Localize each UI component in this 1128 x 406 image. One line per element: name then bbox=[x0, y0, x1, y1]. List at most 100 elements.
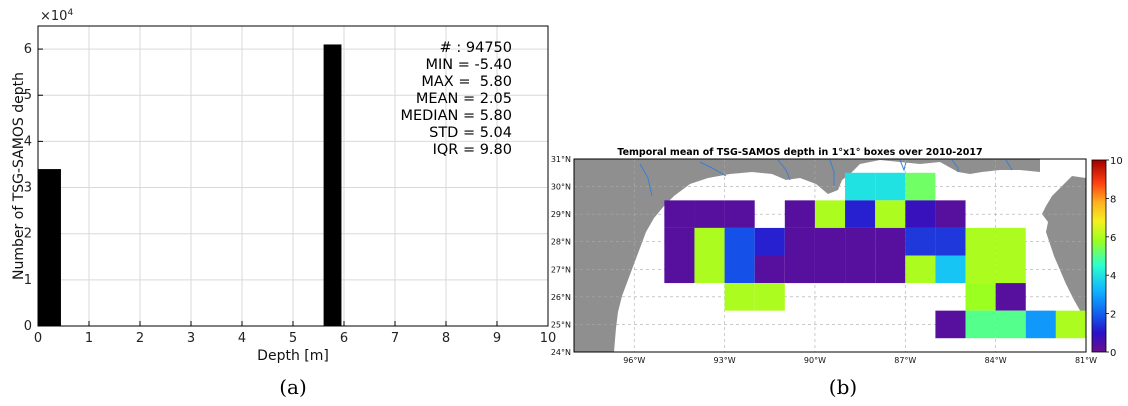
heatmap-cell bbox=[875, 172, 906, 201]
histogram-panel: 0 1 2 3 4 5 6 7 8 9 10 0 1 2 3 4 5 6 ×104 Depth [m] Numb… bbox=[11, 8, 556, 399]
heatmap-cell bbox=[664, 255, 695, 284]
map-panel: Temporal mean of TSG-SAMOS depth in 1°x1… bbox=[551, 147, 1123, 399]
histogram-bars bbox=[38, 44, 342, 326]
y-tick-label: 3 bbox=[24, 181, 32, 196]
y-tick-label: 1 bbox=[24, 273, 32, 288]
map-y-tick-label: 27°N bbox=[551, 265, 571, 274]
x-tick-label: 5 bbox=[289, 331, 297, 346]
heatmap-cell bbox=[965, 227, 996, 256]
heatmap-cell bbox=[965, 283, 996, 311]
histogram-bar bbox=[323, 44, 342, 326]
heatmap-cell bbox=[694, 227, 725, 256]
colorbar bbox=[1091, 159, 1107, 353]
histogram-x-ticks: 0 1 2 3 4 5 6 7 8 9 10 bbox=[34, 321, 556, 346]
x-tick-label: 4 bbox=[238, 331, 246, 346]
heatmap-cell bbox=[845, 172, 876, 201]
map-area bbox=[574, 159, 1086, 352]
map-x-tick-label: 87°W bbox=[894, 356, 916, 365]
heatmap-cell bbox=[664, 200, 695, 228]
stat-line: # : 94750 bbox=[440, 40, 512, 56]
heatmap-cell bbox=[935, 227, 966, 256]
map-title: Temporal mean of TSG-SAMOS depth in 1°x1… bbox=[617, 147, 982, 158]
colorbar-tick-label: 8 bbox=[1110, 194, 1116, 205]
map-y-tick-label: 24°N bbox=[551, 348, 571, 357]
x-tick-label: 1 bbox=[85, 331, 93, 346]
panel-label-a: (a) bbox=[279, 375, 307, 399]
stat-line: MEAN = 2.05 bbox=[416, 91, 512, 107]
map-x-tick-label: 84°W bbox=[985, 356, 1007, 365]
x-tick-label: 3 bbox=[187, 331, 195, 346]
map-y-tick-label: 30°N bbox=[551, 183, 571, 192]
stat-line: MAX = 5.80 bbox=[421, 74, 512, 90]
histogram-bar bbox=[38, 169, 61, 326]
heatmap-cell bbox=[1025, 310, 1056, 339]
x-tick-label: 8 bbox=[442, 331, 450, 346]
map-y-tick-label: 25°N bbox=[551, 320, 571, 329]
map-y-tick-label: 26°N bbox=[551, 293, 571, 302]
heatmap-cell bbox=[694, 255, 725, 284]
heatmap-cell bbox=[845, 227, 876, 256]
x-tick-label: 10 bbox=[540, 331, 557, 346]
heatmap-cell bbox=[845, 255, 876, 284]
y-tick-label: 0 bbox=[24, 319, 32, 334]
heatmap-cell bbox=[965, 310, 996, 339]
heatmap-cell bbox=[935, 255, 966, 284]
heatmap-cell bbox=[875, 200, 906, 228]
heatmap-cell bbox=[784, 227, 815, 256]
y-multiplier: ×104 bbox=[40, 8, 73, 24]
heatmap-cell bbox=[995, 255, 1026, 284]
heatmap-cell bbox=[875, 255, 906, 284]
colorbar-tick-label: 10 bbox=[1110, 156, 1123, 167]
stat-line: MIN = -5.40 bbox=[425, 57, 512, 73]
heatmap-cell bbox=[694, 200, 725, 228]
heatmap-cell bbox=[784, 200, 815, 228]
heatmap-cell bbox=[905, 200, 936, 228]
map-x-tick-label: 90°W bbox=[804, 356, 826, 365]
panel-label-b: (b) bbox=[829, 375, 857, 399]
heatmap-cell bbox=[814, 227, 846, 256]
y-tick-label: 6 bbox=[24, 42, 32, 57]
colorbar-tick-label: 2 bbox=[1110, 310, 1116, 321]
x-tick-label: 9 bbox=[493, 331, 501, 346]
stat-line: STD = 5.04 bbox=[429, 125, 512, 141]
x-tick-label: 2 bbox=[136, 331, 144, 346]
heatmap-cell bbox=[905, 227, 936, 256]
map-frame bbox=[573, 158, 1087, 353]
heatmap-cell bbox=[965, 255, 996, 284]
stat-line: IQR = 9.80 bbox=[433, 142, 512, 158]
heatmap-cells bbox=[664, 172, 1086, 339]
heatmap-cell bbox=[724, 255, 755, 284]
map-x-tick-label: 93°W bbox=[714, 356, 736, 365]
colorbar-ticks: 0 2 4 6 8 10 bbox=[1106, 156, 1123, 359]
map-y-tick-label: 29°N bbox=[551, 210, 571, 219]
y-tick-label: 5 bbox=[24, 88, 32, 103]
histogram-y-ticks: 0 1 2 3 4 5 6 bbox=[24, 42, 43, 334]
map-x-tick-label: 81°W bbox=[1075, 356, 1097, 365]
heatmap-cell bbox=[995, 227, 1026, 256]
heatmap-cell bbox=[754, 227, 785, 256]
heatmap-cell bbox=[845, 200, 876, 228]
heatmap-cell bbox=[664, 227, 695, 256]
heatmap-cell bbox=[814, 200, 846, 228]
heatmap-cell bbox=[724, 283, 755, 311]
heatmap-cell bbox=[754, 283, 785, 311]
histogram-y-label: Number of TSG-SAMOS depth bbox=[11, 72, 27, 280]
map-x-ticks: 96°W 93°W 90°W 87°W 84°W 81°W bbox=[623, 356, 1097, 365]
heatmap-cell bbox=[1055, 310, 1086, 339]
colorbar-tick-label: 6 bbox=[1110, 233, 1116, 244]
heatmap-cell bbox=[995, 283, 1026, 311]
y-tick-label: 4 bbox=[24, 134, 32, 149]
heatmap-cell bbox=[905, 255, 936, 284]
heatmap-cell bbox=[875, 227, 906, 256]
y-tick-label: 2 bbox=[24, 227, 32, 242]
heatmap-cell bbox=[754, 255, 785, 284]
map-x-tick-label: 96°W bbox=[623, 356, 645, 365]
colorbar-tick-label: 0 bbox=[1110, 348, 1116, 359]
heatmap-cell bbox=[814, 255, 846, 284]
heatmap-cell bbox=[724, 200, 755, 228]
x-tick-label: 7 bbox=[391, 331, 399, 346]
histogram-x-label: Depth [m] bbox=[257, 348, 329, 364]
heatmap-cell bbox=[935, 310, 966, 339]
